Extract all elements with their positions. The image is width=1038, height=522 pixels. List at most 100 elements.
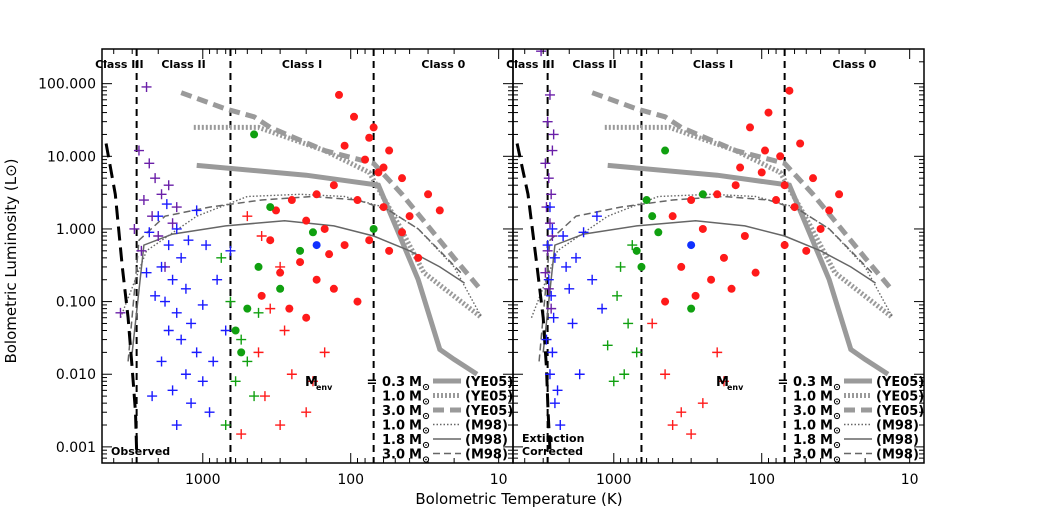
y-tick-label: 1.000: [56, 222, 96, 238]
data-point-plus: [191, 347, 202, 358]
data-point-plus: [574, 369, 585, 380]
data-point-circle: [325, 250, 334, 259]
model-track: [591, 90, 895, 293]
data-point-circle: [435, 206, 444, 215]
data-point-circle: [361, 155, 370, 164]
data-point-plus: [265, 303, 276, 314]
data-point-plus: [647, 318, 658, 329]
legend-model: (YE05): [876, 404, 924, 419]
observed-locus-curve: [515, 143, 552, 451]
data-point-circle: [379, 203, 388, 212]
legend-model: (M98): [465, 419, 508, 434]
data-point-plus: [548, 312, 559, 323]
data-point-circle: [790, 203, 799, 212]
data-point-plus: [544, 369, 555, 380]
data-point-circle: [727, 284, 736, 293]
data-point-plus: [144, 158, 155, 169]
data-point-plus: [183, 235, 194, 246]
data-point-plus: [156, 189, 167, 200]
data-point-plus: [286, 369, 297, 380]
data-point-plus: [612, 290, 623, 301]
data-point-circle: [719, 253, 728, 262]
sun-symbol-dot: [425, 458, 427, 461]
model-track: [604, 124, 895, 320]
model-track: [193, 124, 484, 320]
data-point-plus: [627, 240, 638, 251]
data-point-circle: [761, 146, 770, 155]
x-tick-label: 100: [337, 472, 364, 488]
data-point-plus: [597, 303, 608, 314]
data-point-plus: [225, 245, 236, 256]
data-point-circle: [257, 291, 266, 300]
data-point-plus: [591, 211, 602, 222]
data-point-plus: [236, 334, 247, 345]
data-point-circle: [266, 236, 275, 245]
model-track: [607, 162, 890, 377]
data-point-circle: [740, 231, 749, 240]
data-point-circle: [369, 123, 378, 132]
x-tick-label: 10: [901, 472, 919, 488]
data-point-circle: [816, 224, 825, 233]
model-track: [196, 162, 479, 377]
data-point-circle: [353, 196, 362, 205]
legend-value: 1.0: [382, 390, 405, 405]
legend-title-subscript: env: [316, 383, 333, 392]
data-point-circle: [424, 190, 433, 199]
data-point-circle: [809, 174, 818, 183]
data-point-plus: [615, 261, 626, 272]
observed-locus-curve: [104, 143, 139, 451]
data-point-plus: [540, 158, 551, 169]
sun-symbol-dot: [836, 415, 838, 417]
data-point-plus: [256, 230, 267, 241]
data-point-plus: [697, 398, 708, 409]
y-tick-label: 0.001: [56, 440, 96, 456]
panel-extinction_corrected: Class III Class II Class I Class 0 1000 100 10…: [506, 48, 925, 488]
data-point-plus: [279, 325, 290, 336]
data-point-plus: [253, 307, 264, 318]
class-label: Class 0: [421, 58, 465, 71]
plot-area-extinction_corrected: [515, 49, 895, 463]
corner-label: Corrected: [522, 445, 583, 458]
model-track: [530, 193, 894, 319]
data-point-circle: [642, 196, 651, 205]
x-tick-label: 1000: [596, 472, 632, 488]
data-point-circle: [266, 203, 275, 212]
class-label: Class II: [572, 58, 616, 71]
data-point-plus: [141, 81, 152, 92]
class-label: Class III: [95, 58, 143, 71]
data-point-circle: [648, 212, 657, 221]
data-point-plus: [161, 199, 172, 210]
data-point-plus: [242, 356, 253, 367]
data-point-plus: [552, 385, 563, 396]
data-point-circle: [398, 174, 407, 183]
data-point-circle: [751, 268, 760, 277]
data-point-plus: [543, 283, 554, 294]
legend-model: (M98): [876, 419, 919, 434]
data-point-plus: [115, 307, 126, 318]
data-point-circle: [350, 112, 359, 121]
sun-symbol-dot: [836, 429, 838, 432]
data-point-plus: [156, 356, 167, 367]
data-point-circle: [250, 130, 259, 139]
y-axis-label: Bolometric Luminosity (L⊙): [2, 158, 20, 363]
data-point-circle: [698, 224, 707, 233]
data-point-plus: [176, 334, 187, 345]
data-point-plus: [186, 318, 197, 329]
data-point-plus: [147, 391, 158, 402]
data-point-plus: [197, 376, 208, 387]
data-point-circle: [780, 181, 789, 190]
data-point-plus: [220, 325, 231, 336]
model-track: [119, 193, 483, 319]
legend-title: M: [305, 375, 318, 390]
data-point-circle: [736, 163, 745, 172]
data-point-plus: [171, 202, 182, 213]
data-point-circle: [312, 275, 321, 284]
data-point-circle: [287, 196, 296, 205]
data-point-circle: [296, 246, 305, 255]
y-tick-label: 10.000: [47, 149, 96, 165]
data-point-circle: [385, 146, 394, 155]
data-point-circle: [365, 236, 374, 245]
data-point-plus: [180, 369, 191, 380]
